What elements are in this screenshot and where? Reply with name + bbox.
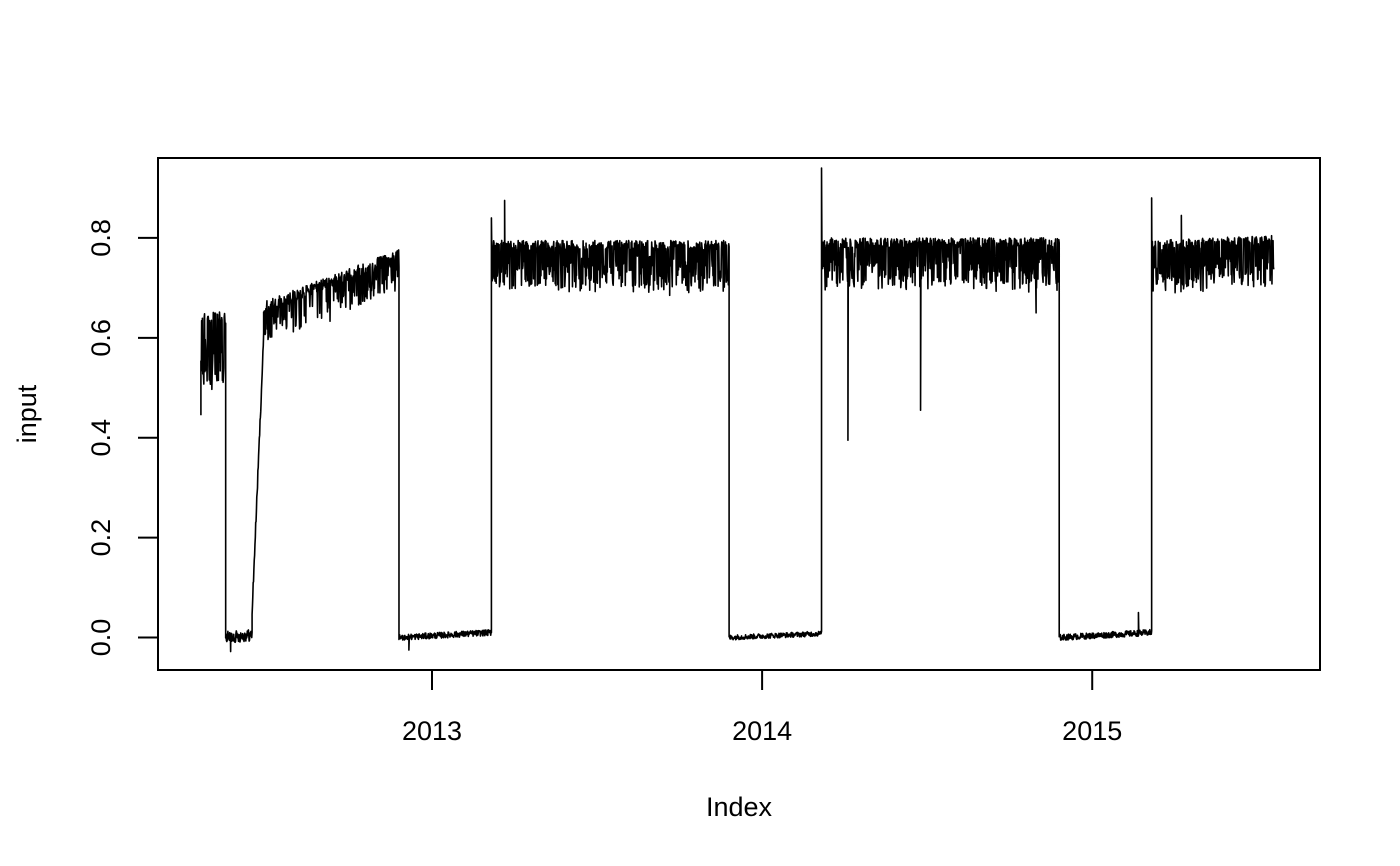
x-axis: 2013 2014 2015 bbox=[402, 669, 1122, 746]
y-tick-label: 0.4 bbox=[86, 419, 116, 457]
y-tick-label: 0.0 bbox=[86, 619, 116, 657]
series-layer bbox=[200, 167, 1275, 653]
y-tick-label: 0.2 bbox=[86, 519, 116, 557]
x-tick-label: 2015 bbox=[1062, 716, 1122, 746]
y-axis: 0.0 0.2 0.4 0.6 0.8 bbox=[86, 219, 159, 657]
x-tick-label: 2013 bbox=[402, 716, 462, 746]
x-tick-label: 2014 bbox=[732, 716, 792, 746]
y-tick-label: 0.8 bbox=[86, 219, 116, 257]
series-line-0 bbox=[200, 167, 1275, 653]
x-axis-label: Index bbox=[706, 792, 773, 822]
y-tick-label: 0.6 bbox=[86, 319, 116, 357]
y-axis-label: input bbox=[12, 384, 42, 443]
